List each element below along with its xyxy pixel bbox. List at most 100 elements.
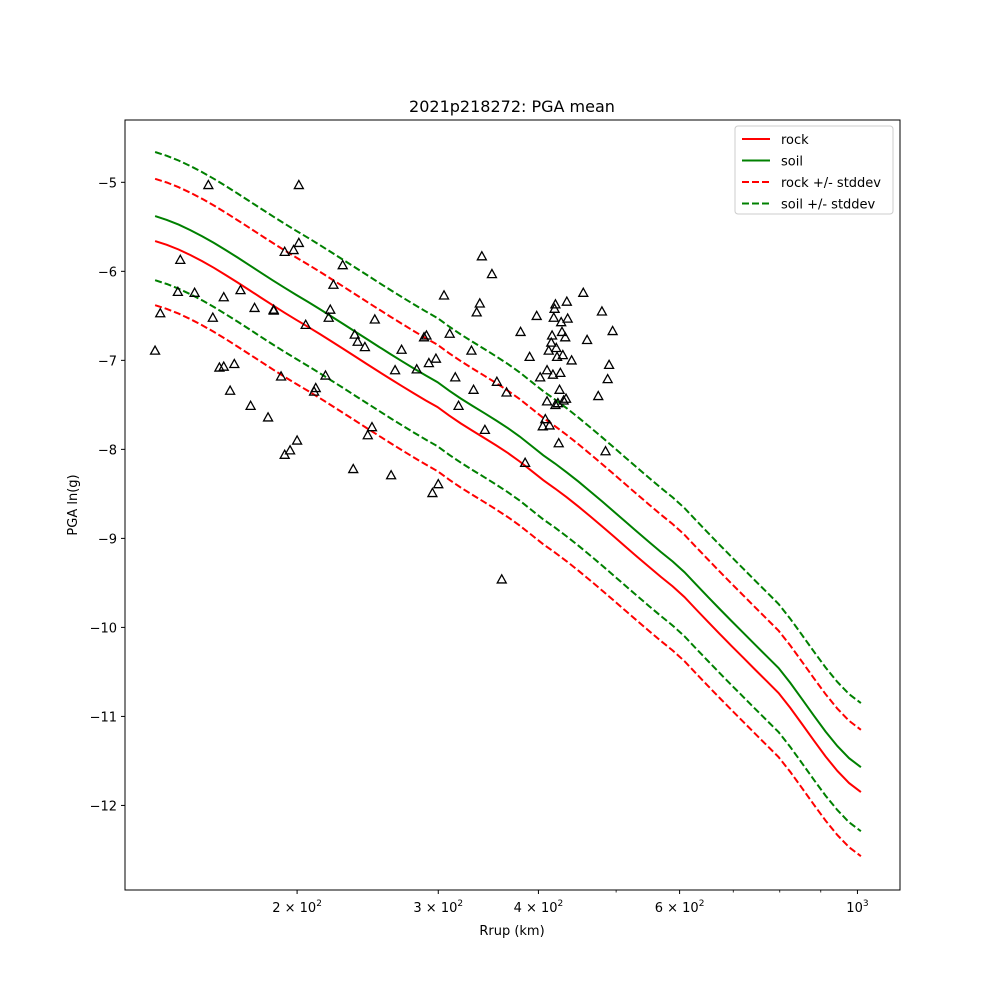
data-point bbox=[347, 463, 359, 474]
data-point bbox=[541, 395, 553, 406]
data-point bbox=[562, 312, 574, 323]
data-point bbox=[603, 358, 615, 370]
axes: −5 −6 −7 −8 −9 −10 −11 −12 2 × 102 3 × 102 4 × 102… bbox=[90, 176, 869, 916]
data-point bbox=[279, 245, 291, 256]
data-point bbox=[432, 478, 444, 489]
data-point bbox=[556, 326, 568, 337]
data-point bbox=[420, 329, 433, 340]
data-point bbox=[275, 370, 287, 381]
y-tick-label: −10 bbox=[90, 621, 117, 636]
x-tick-label: 3 × 102 bbox=[413, 899, 463, 916]
data-point bbox=[524, 350, 536, 362]
data-point bbox=[352, 335, 364, 346]
data-point bbox=[541, 364, 553, 375]
data-point bbox=[558, 394, 570, 405]
chart-title: 2021p218272: PGA mean bbox=[409, 97, 615, 116]
data-point bbox=[596, 305, 608, 316]
axes-frame bbox=[124, 119, 901, 891]
legend-label-soil: soil bbox=[781, 155, 803, 170]
data-point bbox=[514, 326, 527, 337]
data-point bbox=[430, 352, 442, 363]
data-point bbox=[349, 328, 361, 339]
data-point bbox=[543, 419, 556, 430]
data-point bbox=[500, 386, 513, 397]
data-point bbox=[324, 303, 336, 314]
data-point bbox=[553, 383, 566, 394]
data-point bbox=[561, 295, 573, 306]
data-point bbox=[547, 368, 559, 379]
series-soil-stddev-lower-line bbox=[154, 279, 862, 832]
data-point bbox=[560, 392, 572, 403]
data-point bbox=[362, 429, 374, 440]
data-point bbox=[602, 373, 614, 384]
y-tick-label: −11 bbox=[90, 710, 117, 725]
y-tick-label: −12 bbox=[90, 799, 117, 814]
data-point bbox=[172, 285, 184, 297]
data-point bbox=[449, 371, 461, 382]
data-point bbox=[149, 344, 161, 355]
series-soil-stddev-upper-line bbox=[154, 151, 862, 704]
data-point bbox=[189, 286, 201, 297]
legend-label-rock: rock bbox=[781, 133, 809, 148]
data-point bbox=[452, 399, 465, 410]
data-point bbox=[224, 384, 236, 395]
data-point bbox=[291, 434, 303, 445]
legend-label-soil-stddev: soil +/- stddev bbox=[781, 198, 876, 213]
data-point bbox=[300, 318, 312, 329]
data-point bbox=[543, 344, 555, 355]
y-tick-label: −8 bbox=[98, 443, 117, 458]
data-point bbox=[486, 268, 498, 279]
y-tick-label: −6 bbox=[98, 265, 117, 280]
data-point bbox=[465, 344, 478, 355]
data-point bbox=[293, 179, 305, 190]
data-point bbox=[310, 382, 322, 393]
data-point bbox=[534, 371, 546, 382]
data-point bbox=[426, 487, 439, 498]
data-point bbox=[581, 334, 593, 345]
data-point bbox=[174, 253, 186, 265]
data-point bbox=[531, 309, 543, 321]
data-point bbox=[467, 383, 480, 394]
data-point bbox=[549, 399, 562, 410]
legend-box bbox=[734, 125, 894, 215]
y-axis-label: PGA ln(g) bbox=[66, 474, 81, 535]
data-point bbox=[553, 437, 565, 448]
x-tick-label: 6 × 102 bbox=[655, 899, 705, 916]
data-point bbox=[323, 311, 335, 322]
x-tick-label: 2 × 102 bbox=[272, 899, 322, 916]
legend-label-rock-stddev: rock +/- stddev bbox=[781, 176, 881, 191]
data-point bbox=[337, 259, 349, 270]
data-point bbox=[607, 325, 619, 336]
data-point bbox=[418, 331, 430, 342]
plot-area bbox=[149, 151, 862, 857]
data-point bbox=[385, 469, 397, 480]
legend: rock soil rock +/- stddev soil +/- stddev bbox=[734, 125, 894, 215]
data-point bbox=[369, 313, 381, 324]
data-point bbox=[293, 237, 305, 248]
data-point bbox=[539, 413, 551, 424]
data-point bbox=[599, 445, 612, 456]
data-point bbox=[218, 291, 230, 302]
data-point bbox=[474, 297, 486, 308]
data-point bbox=[359, 341, 371, 352]
data-point bbox=[546, 329, 558, 340]
data-point bbox=[228, 358, 240, 369]
data-point bbox=[471, 306, 483, 317]
data-point bbox=[411, 363, 423, 374]
data-point bbox=[577, 286, 589, 297]
data-point bbox=[537, 420, 549, 431]
data-point bbox=[592, 390, 604, 401]
data-point bbox=[496, 573, 508, 584]
data-point bbox=[557, 349, 569, 360]
data-point bbox=[550, 342, 562, 353]
data-point bbox=[284, 444, 296, 455]
data-point bbox=[154, 307, 166, 318]
data-point bbox=[287, 244, 300, 255]
data-point bbox=[327, 278, 340, 289]
data-point bbox=[262, 411, 274, 422]
data-point bbox=[491, 375, 503, 386]
series-soil-line bbox=[154, 215, 862, 768]
data-point bbox=[202, 179, 214, 190]
data-point bbox=[389, 364, 401, 375]
